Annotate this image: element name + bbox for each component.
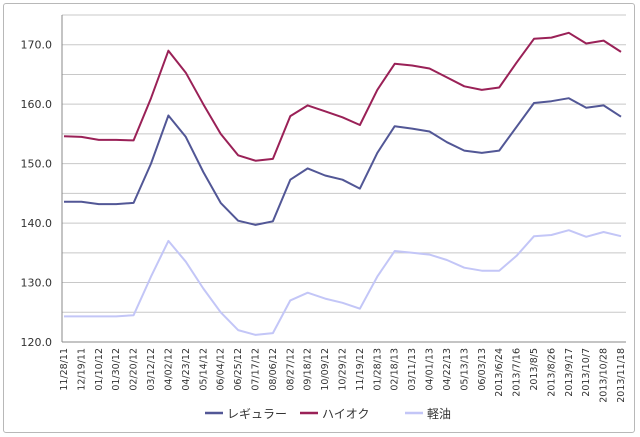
x-tick-label: 06/04/12 [216,348,227,391]
x-tick-label: 04/22/13 [442,348,453,391]
x-tick-label: 01/10/12 [94,348,105,391]
series-line-1 [63,31,622,162]
x-tick-label: 01/30/12 [111,348,122,391]
x-tick-label: 2013/8/5 [529,348,540,391]
x-tick-label: 08/27/12 [285,348,296,391]
x-tick-label: 11/28/11 [59,348,70,391]
x-axis-ticks: 11/28/11 12/19/11 01/10/12 01/30/12 02/20/12… [59,348,627,403]
legend-label: レギュラー [227,407,287,421]
y-tick-label: 160.0 [21,98,53,111]
legend: レギュラー ハイオク 軽油 [205,407,451,421]
x-tick-label: 2013/8/26 [546,348,557,397]
gridlines [61,14,626,343]
y-tick-label: 120.0 [21,336,53,349]
series-lines [63,31,622,336]
x-tick-label: 2013/10/7 [581,348,592,397]
y-tick-label: 130.0 [21,277,53,290]
x-tick-label: 03/11/13 [407,348,418,391]
chart-frame [3,3,635,433]
legend-label: ハイオク [322,407,370,421]
x-tick-label: 02/18/13 [390,348,401,391]
x-tick-label: 2013/9/17 [564,348,575,397]
x-tick-label: 10/09/12 [320,348,331,391]
y-tick-label: 170.0 [21,39,53,52]
x-tick-label: 06/25/12 [233,348,244,391]
series-line-0 [64,97,622,226]
x-tick-label: 2013/10/28 [599,348,610,403]
x-tick-label: 02/20/12 [129,348,140,391]
x-tick-label: 04/23/12 [181,348,192,391]
x-tick-label: 03/12/12 [146,348,157,391]
y-tick-label: 150.0 [21,158,53,171]
x-tick-label: 2013/11/18 [616,348,627,403]
x-tick-label: 05/13/13 [459,348,470,391]
x-tick-label: 01/28/13 [372,348,383,391]
x-tick-label: 08/06/12 [268,348,279,391]
x-tick-label: 04/01/13 [425,348,436,391]
series-line-2 [64,229,622,336]
y-axis-ticks: 120.0 130.0 140.0 150.0 160.0 170.0 [21,39,53,349]
x-tick-label: 11/19/12 [355,348,366,391]
x-tick-label: 2013/6/24 [494,348,505,397]
x-tick-label: 05/14/12 [198,348,209,391]
legend-label: 軽油 [427,407,451,421]
x-tick-label: 04/02/12 [163,348,174,391]
x-tick-label: 10/29/12 [338,348,349,391]
x-tick-label: 12/19/11 [76,348,87,391]
x-tick-label: 06/03/13 [477,348,488,391]
x-tick-label: 09/18/12 [303,348,314,391]
x-tick-label: 2013/7/16 [512,348,523,397]
y-tick-label: 140.0 [21,217,53,230]
x-tick-label: 07/17/12 [250,348,261,391]
